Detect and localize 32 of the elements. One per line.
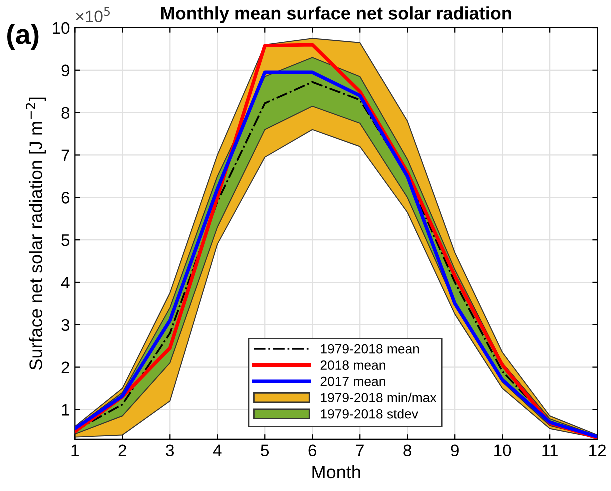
y-tick-label: 8 (62, 107, 70, 120)
x-axis-title: Month (312, 465, 360, 479)
legend-label: 1979-2018 stdev (321, 409, 418, 419)
y-tick-label: 2 (62, 362, 70, 374)
x-tick-label: 12 (590, 444, 606, 456)
text: (a) (7, 24, 39, 50)
y-tick-label: 3 (62, 319, 70, 332)
legend-label: 2018 mean (320, 360, 386, 370)
legend-label: 2017 mean (320, 376, 386, 386)
x-tick-label: 3 (166, 444, 174, 457)
legend-label: 1979-2018 min/max (321, 392, 437, 403)
x-tick-label: 7 (356, 444, 364, 456)
y-tick-label: 7 (62, 150, 70, 162)
y-axis-title: Surface net solar radiation [J m$^{−2}$] (26, 98, 46, 370)
y-tick-label: 1 (62, 404, 70, 416)
x-tick-label: 6 (308, 444, 317, 457)
x-tick-label: 5 (261, 444, 270, 457)
x-tick-label: 9 (451, 444, 459, 457)
y-tick-label: 4 (61, 277, 70, 289)
x-tick-label: 1 (72, 444, 79, 456)
y-tick-label: 9 (62, 64, 70, 77)
chart-title: Monthly mean surface net solar radiation (161, 6, 512, 24)
x-tick-label: 2 (118, 444, 126, 456)
y-tick-label: 5 (62, 234, 70, 246)
legend-label: 1979-2018 mean (321, 344, 420, 354)
text: ×10$^{5}$ (76, 7, 110, 23)
x-tick-label: 11 (542, 444, 558, 456)
x-tick-label: 10 (494, 444, 512, 457)
y-tick-label: 10 (53, 22, 70, 34)
x-tick-label: 4 (213, 444, 222, 456)
y-tick-label: 6 (62, 192, 70, 204)
x-tick-label: 8 (404, 444, 412, 457)
